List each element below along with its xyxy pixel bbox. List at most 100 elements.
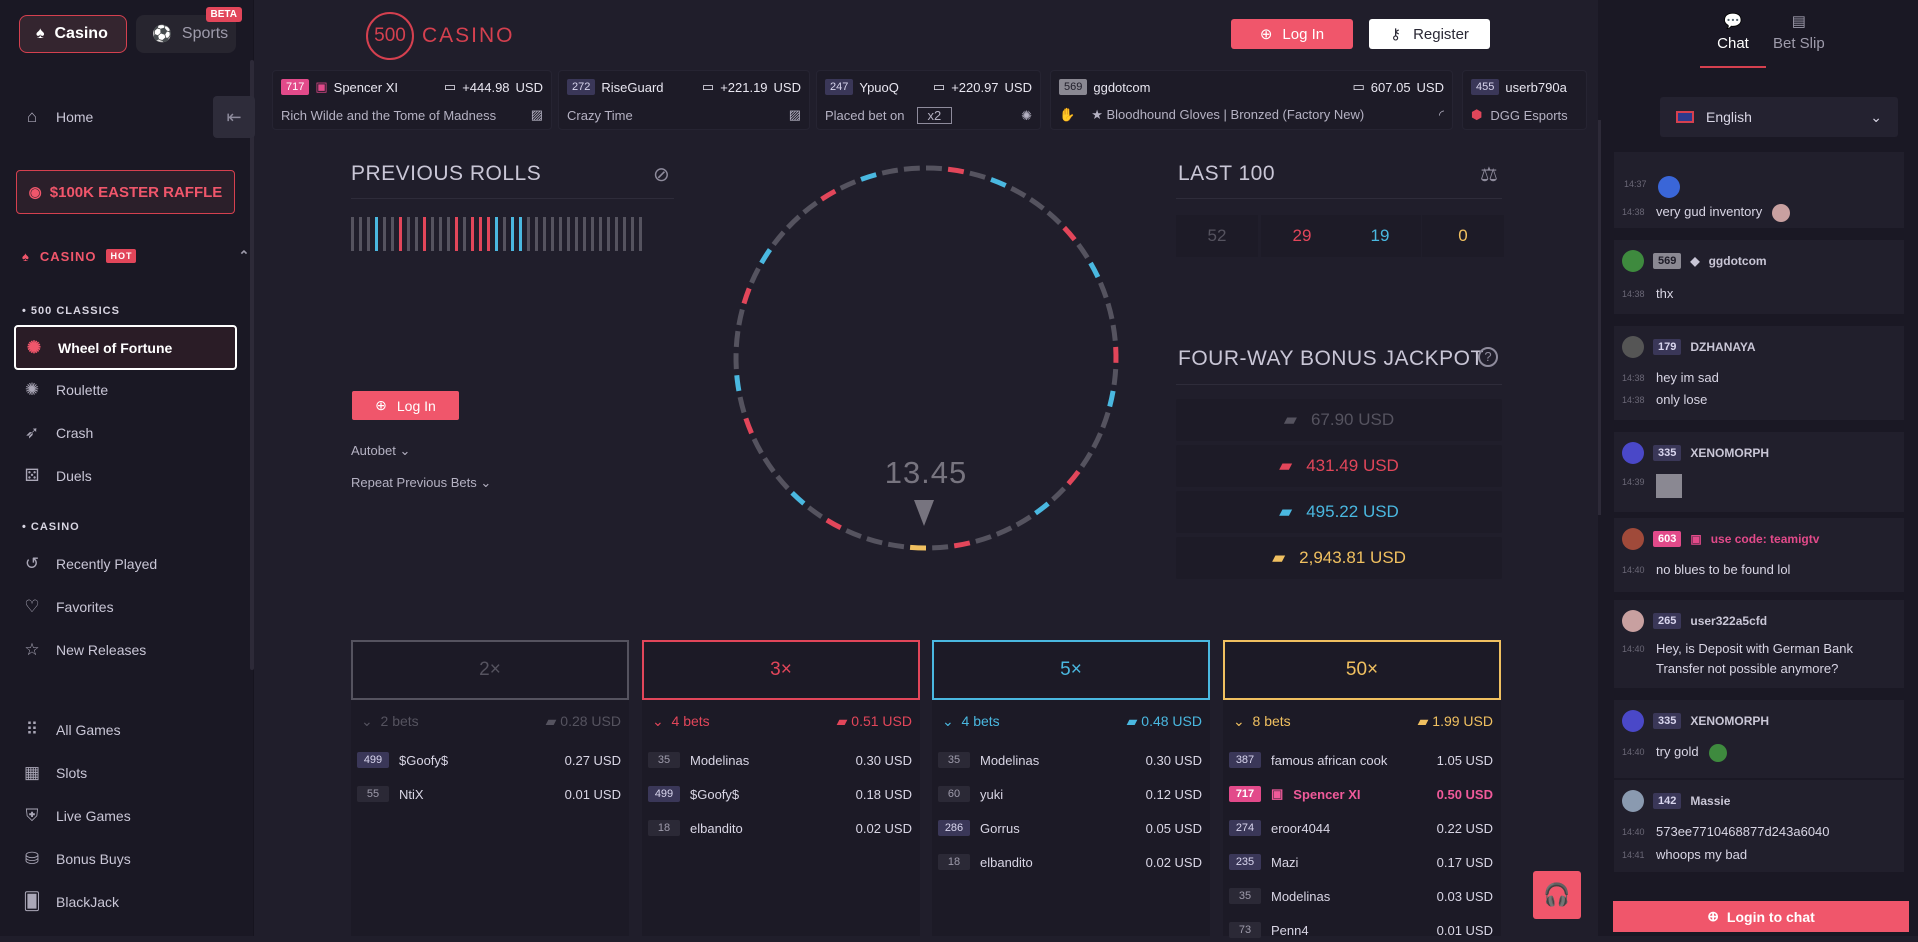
bag-icon: ⛁ bbox=[22, 849, 42, 869]
roll-bar bbox=[623, 217, 626, 251]
repeat-bets-dropdown[interactable]: Repeat Previous Bets ⌄ bbox=[351, 475, 491, 491]
stream-icon: ▣ bbox=[1690, 532, 1701, 546]
sidebar-item-new-releases[interactable]: ☆ New Releases bbox=[22, 640, 146, 660]
balance-icon[interactable]: ⚖ bbox=[1480, 162, 1498, 187]
wheel-segment bbox=[997, 528, 1012, 535]
roll-bar bbox=[383, 217, 386, 251]
roll-bar bbox=[359, 217, 362, 251]
sidebar-item-favorites[interactable]: ♡ Favorites bbox=[22, 597, 114, 617]
cash-icon: ▰ bbox=[1272, 548, 1285, 568]
sidebar-item-wheel-of-fortune[interactable]: ✺ Wheel of Fortune bbox=[14, 325, 237, 370]
sidebar-item-crash[interactable]: ➶ Crash bbox=[22, 423, 93, 443]
wheel-segment bbox=[1017, 517, 1031, 525]
wheel-segment bbox=[926, 168, 942, 169]
tab-bet-slip[interactable]: ▤Bet Slip bbox=[1773, 12, 1825, 52]
wheel-segment bbox=[736, 331, 738, 347]
roll-bar bbox=[639, 217, 642, 251]
sidebar-item-bonus-buys[interactable]: ⛁ Bonus Buys bbox=[22, 849, 131, 869]
jackpot-title: FOUR-WAY BONUS JACKPOT bbox=[1178, 347, 1484, 371]
gloves-icon: ✋ bbox=[1059, 107, 1075, 123]
star-icon: ☆ bbox=[22, 640, 42, 660]
game-icon: ▨ bbox=[789, 107, 801, 123]
chat-icon: 💬 bbox=[1724, 12, 1743, 30]
tab-casino[interactable]: ♠ Casino bbox=[19, 15, 127, 53]
wheel-icon: ✺ bbox=[1021, 108, 1032, 124]
jackpot-red: ▰431.49 USD bbox=[1176, 445, 1502, 487]
wheel-segment bbox=[746, 418, 752, 433]
sidebar-item-recently-played[interactable]: ↺ Recently Played bbox=[22, 554, 157, 574]
raffle-banner[interactable]: ◉ $100K EASTER RAFFLE bbox=[16, 170, 235, 214]
wheel-segment bbox=[948, 169, 964, 172]
language-select[interactable]: English ⌄ bbox=[1660, 97, 1898, 137]
wheel-segment bbox=[1100, 283, 1106, 298]
sidebar-item-home[interactable]: ⌂ Home bbox=[22, 107, 93, 127]
roll-bar bbox=[495, 217, 498, 251]
wheel-segment bbox=[1036, 504, 1049, 514]
avatar bbox=[1622, 250, 1644, 272]
roll-bar bbox=[551, 217, 554, 251]
wheel-segment bbox=[1103, 412, 1108, 427]
roll-bar bbox=[519, 217, 522, 251]
roll-bar bbox=[575, 217, 578, 251]
casino-section-header[interactable]: ♠ CASINO HOT ⌃ bbox=[22, 248, 250, 264]
sidebar-item-blackjack[interactable]: 🂠 BlackJack bbox=[22, 892, 119, 912]
roulette-icon: ✺ bbox=[22, 380, 42, 400]
chevron-down-icon: ⌄ bbox=[1870, 109, 1882, 126]
history-icon: ↺ bbox=[22, 554, 42, 574]
cash-icon: ▭ bbox=[444, 79, 456, 95]
sidebar-item-roulette[interactable]: ✺ Roulette bbox=[22, 380, 108, 400]
sidebar-item-all-games[interactable]: ⠿ All Games bbox=[22, 720, 121, 740]
support-button[interactable]: 🎧 bbox=[1533, 871, 1581, 919]
register-button[interactable]: ⚷ Register bbox=[1369, 19, 1490, 49]
wheel-segment bbox=[761, 250, 770, 263]
sidebar-item-live-games[interactable]: ⛨ Live Games bbox=[22, 806, 131, 826]
chat-scrollbar[interactable] bbox=[1598, 120, 1601, 515]
roll-bar bbox=[471, 217, 474, 251]
sidebar-item-duels[interactable]: ⚄ Duels bbox=[22, 466, 92, 486]
wheel-segment bbox=[752, 268, 759, 282]
avatar bbox=[1622, 528, 1644, 550]
bet-3x-button[interactable]: 3× bbox=[642, 640, 920, 700]
last-100-title: LAST 100 bbox=[1178, 162, 1275, 186]
last-count-grey: 52 bbox=[1176, 215, 1258, 257]
diamond-icon: ◆ bbox=[1690, 254, 1699, 268]
sidebar-scrollbar[interactable] bbox=[250, 60, 254, 670]
login-to-chat-button[interactable]: ⊕ Login to chat bbox=[1613, 901, 1909, 932]
jackpot-blue: ▰495.22 USD bbox=[1176, 491, 1502, 533]
wheel-segment bbox=[867, 539, 882, 543]
wheel-segment bbox=[788, 217, 799, 228]
tab-sports[interactable]: ⚽ Sports BETA bbox=[136, 15, 236, 53]
image-attachment[interactable] bbox=[1656, 474, 1682, 498]
tab-chat[interactable]: 💬Chat bbox=[1700, 12, 1766, 68]
autobet-dropdown[interactable]: Autobet ⌄ bbox=[351, 443, 410, 459]
hide-icon[interactable]: ⊘ bbox=[653, 162, 670, 187]
bet-50x-button[interactable]: 50× bbox=[1223, 640, 1501, 700]
wheel-segment bbox=[882, 170, 898, 173]
roll-bar bbox=[367, 217, 370, 251]
wheel-segment bbox=[1048, 212, 1060, 223]
bet-2x-button[interactable]: 2× bbox=[351, 640, 629, 700]
wheel-segment bbox=[846, 530, 861, 536]
help-icon[interactable]: ? bbox=[1478, 347, 1498, 367]
bet-5x-button[interactable]: 5× bbox=[932, 640, 1210, 700]
roll-bar bbox=[583, 217, 586, 251]
sidebar-item-slots[interactable]: ▦ Slots bbox=[22, 763, 87, 783]
roll-bar bbox=[375, 217, 378, 251]
login-icon: ⊕ bbox=[1707, 908, 1719, 925]
site-logo[interactable]: 500 CASINO bbox=[366, 12, 515, 60]
collapse-sidebar-button[interactable]: ⇤ bbox=[213, 96, 255, 138]
wheel-segment bbox=[910, 547, 926, 548]
place-bet-login-button[interactable]: ⊕ Log In bbox=[352, 391, 459, 420]
ball-icon: ⚽ bbox=[152, 24, 172, 44]
login-button[interactable]: ⊕ Log In bbox=[1231, 19, 1353, 49]
